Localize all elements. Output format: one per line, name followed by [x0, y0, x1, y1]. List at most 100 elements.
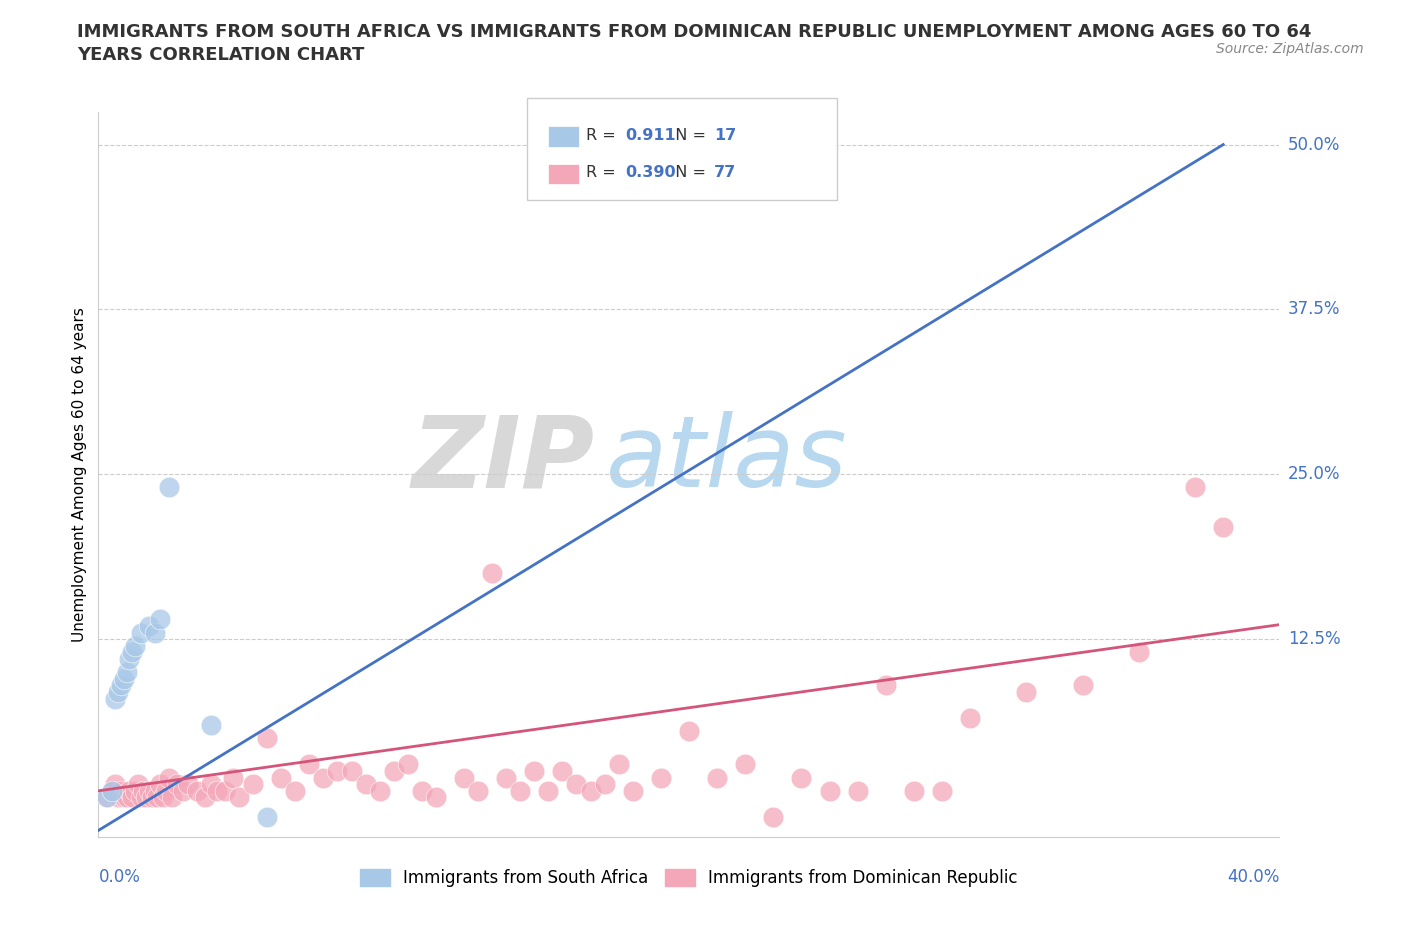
- Point: [354, 777, 377, 791]
- Point: [146, 790, 169, 804]
- Point: [121, 644, 143, 659]
- Point: [734, 757, 756, 772]
- Point: [143, 783, 166, 798]
- Point: [110, 783, 132, 798]
- Point: [194, 790, 217, 804]
- Point: [368, 783, 391, 798]
- Legend: Immigrants from South Africa, Immigrants from Dominican Republic: Immigrants from South Africa, Immigrants…: [353, 862, 1025, 894]
- Point: [186, 783, 208, 798]
- Point: [205, 783, 228, 798]
- Point: [326, 764, 349, 778]
- Point: [157, 770, 180, 785]
- Point: [138, 618, 160, 633]
- Text: 17: 17: [714, 128, 737, 143]
- Text: R =: R =: [586, 128, 621, 143]
- Point: [425, 790, 447, 804]
- Point: [340, 764, 363, 778]
- Point: [157, 480, 180, 495]
- Text: 0.0%: 0.0%: [98, 868, 141, 885]
- Point: [762, 810, 785, 825]
- Point: [160, 790, 183, 804]
- Point: [1212, 520, 1234, 535]
- Text: 37.5%: 37.5%: [1288, 300, 1340, 318]
- Point: [256, 810, 278, 825]
- Point: [166, 777, 188, 791]
- Point: [228, 790, 250, 804]
- Text: IMMIGRANTS FROM SOUTH AFRICA VS IMMIGRANTS FROM DOMINICAN REPUBLIC UNEMPLOYMENT : IMMIGRANTS FROM SOUTH AFRICA VS IMMIGRAN…: [77, 23, 1312, 41]
- Point: [467, 783, 489, 798]
- Point: [177, 777, 200, 791]
- Point: [931, 783, 953, 798]
- Text: Source: ZipAtlas.com: Source: ZipAtlas.com: [1216, 42, 1364, 56]
- Text: ZIP: ZIP: [412, 411, 595, 509]
- Point: [172, 783, 194, 798]
- Point: [579, 783, 602, 798]
- Point: [846, 783, 869, 798]
- Point: [149, 777, 172, 791]
- Point: [112, 790, 135, 804]
- Point: [110, 678, 132, 693]
- Text: 0.911: 0.911: [626, 128, 676, 143]
- Point: [101, 783, 124, 798]
- Point: [411, 783, 433, 798]
- Point: [818, 783, 841, 798]
- Point: [143, 625, 166, 640]
- Point: [284, 783, 307, 798]
- Point: [135, 790, 157, 804]
- Point: [903, 783, 925, 798]
- Point: [382, 764, 405, 778]
- Point: [200, 717, 222, 732]
- Point: [138, 783, 160, 798]
- Text: YEARS CORRELATION CHART: YEARS CORRELATION CHART: [77, 46, 364, 64]
- Point: [1071, 678, 1094, 693]
- Point: [565, 777, 588, 791]
- Y-axis label: Unemployment Among Ages 60 to 64 years: Unemployment Among Ages 60 to 64 years: [72, 307, 87, 642]
- Point: [551, 764, 574, 778]
- Point: [495, 770, 517, 785]
- Point: [104, 691, 127, 706]
- Point: [593, 777, 616, 791]
- Point: [132, 783, 155, 798]
- Point: [149, 612, 172, 627]
- Point: [101, 783, 124, 798]
- Point: [129, 790, 152, 804]
- Point: [152, 790, 174, 804]
- Point: [124, 783, 146, 798]
- Point: [121, 790, 143, 804]
- Point: [537, 783, 560, 798]
- Point: [790, 770, 813, 785]
- Point: [104, 777, 127, 791]
- Point: [1128, 644, 1150, 659]
- Text: 25.0%: 25.0%: [1288, 465, 1340, 484]
- Point: [256, 731, 278, 746]
- Text: 12.5%: 12.5%: [1288, 631, 1340, 648]
- Point: [115, 665, 138, 680]
- Point: [607, 757, 630, 772]
- Point: [481, 565, 503, 580]
- Text: R =: R =: [586, 166, 621, 180]
- Point: [115, 790, 138, 804]
- Point: [96, 790, 118, 804]
- Point: [312, 770, 335, 785]
- Point: [242, 777, 264, 791]
- Text: 77: 77: [714, 166, 737, 180]
- Point: [650, 770, 672, 785]
- Point: [959, 711, 981, 725]
- Point: [678, 724, 700, 739]
- Point: [396, 757, 419, 772]
- Point: [270, 770, 292, 785]
- Point: [141, 790, 163, 804]
- Point: [875, 678, 897, 693]
- Point: [621, 783, 644, 798]
- Text: N =: N =: [665, 128, 711, 143]
- Point: [127, 777, 149, 791]
- Point: [453, 770, 475, 785]
- Text: 50.0%: 50.0%: [1288, 136, 1340, 153]
- Point: [118, 783, 141, 798]
- Point: [112, 671, 135, 686]
- Point: [1015, 684, 1038, 699]
- Point: [96, 790, 118, 804]
- Point: [118, 652, 141, 667]
- Point: [200, 777, 222, 791]
- Point: [107, 790, 129, 804]
